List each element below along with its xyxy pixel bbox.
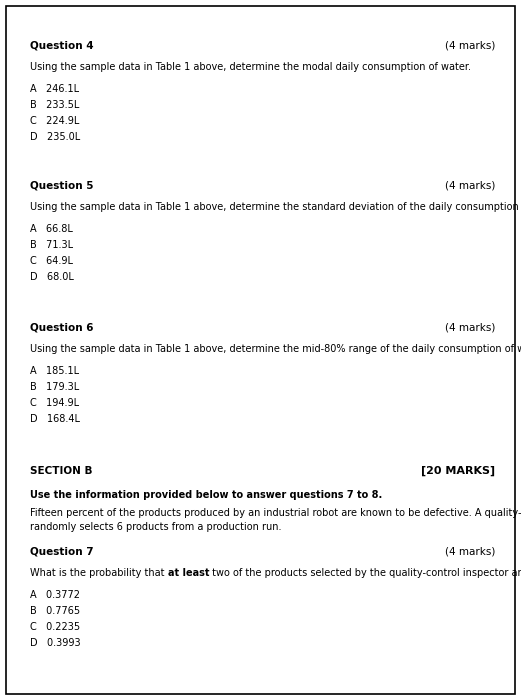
Text: Using the sample data in Table 1 above, determine the standard deviation of the : Using the sample data in Table 1 above, … (30, 202, 521, 212)
Text: B   233.5L: B 233.5L (30, 100, 79, 110)
Text: at least: at least (168, 568, 209, 578)
Text: D   168.4L: D 168.4L (30, 414, 80, 424)
Text: D   0.3993: D 0.3993 (30, 638, 81, 648)
Text: randomly selects 6 products from a production run.: randomly selects 6 products from a produ… (30, 522, 281, 532)
Text: B   179.3L: B 179.3L (30, 382, 79, 392)
Text: D   68.0L: D 68.0L (30, 272, 74, 282)
Text: What is the probability that: What is the probability that (30, 568, 168, 578)
Text: (4 marks): (4 marks) (444, 40, 495, 50)
Text: A   185.1L: A 185.1L (30, 366, 79, 376)
Text: Using the sample data in Table 1 above, determine the modal daily consumption of: Using the sample data in Table 1 above, … (30, 62, 471, 72)
Text: Question 5: Question 5 (30, 180, 93, 190)
Text: Use the information provided below to answer questions 7 to 8.: Use the information provided below to an… (30, 490, 382, 500)
Text: A   246.1L: A 246.1L (30, 84, 79, 94)
Text: Question 6: Question 6 (30, 322, 93, 332)
Text: (4 marks): (4 marks) (444, 546, 495, 556)
FancyBboxPatch shape (6, 6, 515, 694)
Text: SECTION B: SECTION B (30, 466, 93, 476)
Text: Fifteen percent of the products produced by an industrial robot are known to be : Fifteen percent of the products produced… (30, 508, 521, 518)
Text: Question 4: Question 4 (30, 40, 94, 50)
Text: (4 marks): (4 marks) (444, 180, 495, 190)
Text: A   0.3772: A 0.3772 (30, 590, 80, 600)
Text: (4 marks): (4 marks) (444, 322, 495, 332)
Text: C   194.9L: C 194.9L (30, 398, 79, 408)
Text: B   71.3L: B 71.3L (30, 240, 73, 250)
Text: B   0.7765: B 0.7765 (30, 606, 80, 616)
Text: A   66.8L: A 66.8L (30, 224, 73, 234)
Text: two of the products selected by the quality-control inspector are defective?: two of the products selected by the qual… (209, 568, 521, 578)
Text: Question 7: Question 7 (30, 546, 94, 556)
Text: C   0.2235: C 0.2235 (30, 622, 80, 632)
Text: D   235.0L: D 235.0L (30, 132, 80, 142)
Text: Using the sample data in Table 1 above, determine the mid-80% range of the daily: Using the sample data in Table 1 above, … (30, 344, 521, 354)
Text: C   64.9L: C 64.9L (30, 256, 73, 266)
Text: [20 MARKS]: [20 MARKS] (421, 466, 495, 476)
Text: C   224.9L: C 224.9L (30, 116, 79, 126)
